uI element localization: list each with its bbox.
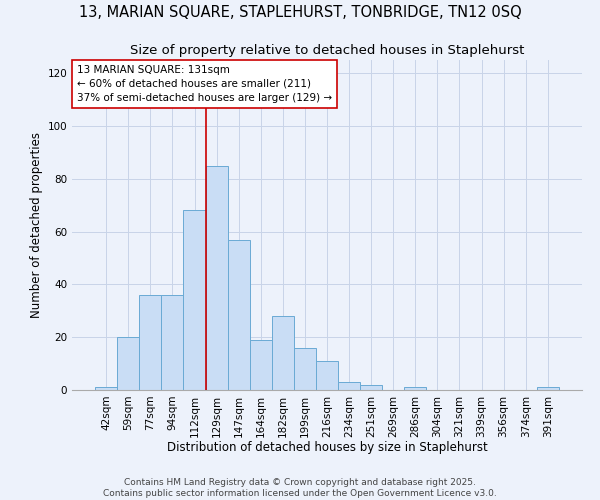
- Y-axis label: Number of detached properties: Number of detached properties: [30, 132, 43, 318]
- Bar: [184, 210, 206, 390]
- Bar: [404, 388, 427, 390]
- Text: 13, MARIAN SQUARE, STAPLEHURST, TONBRIDGE, TN12 0SQ: 13, MARIAN SQUARE, STAPLEHURST, TONBRIDG…: [79, 5, 521, 20]
- Bar: [316, 361, 338, 390]
- Bar: [95, 388, 117, 390]
- Title: Size of property relative to detached houses in Staplehurst: Size of property relative to detached ho…: [130, 44, 524, 58]
- X-axis label: Distribution of detached houses by size in Staplehurst: Distribution of detached houses by size …: [167, 441, 487, 454]
- Bar: [294, 348, 316, 390]
- Bar: [227, 240, 250, 390]
- Bar: [139, 295, 161, 390]
- Text: 13 MARIAN SQUARE: 131sqm
← 60% of detached houses are smaller (211)
37% of semi-: 13 MARIAN SQUARE: 131sqm ← 60% of detach…: [77, 65, 332, 103]
- Bar: [360, 384, 382, 390]
- Bar: [250, 340, 272, 390]
- Bar: [537, 388, 559, 390]
- Bar: [272, 316, 294, 390]
- Bar: [117, 337, 139, 390]
- Bar: [161, 295, 184, 390]
- Text: Contains HM Land Registry data © Crown copyright and database right 2025.
Contai: Contains HM Land Registry data © Crown c…: [103, 478, 497, 498]
- Bar: [338, 382, 360, 390]
- Bar: [206, 166, 227, 390]
